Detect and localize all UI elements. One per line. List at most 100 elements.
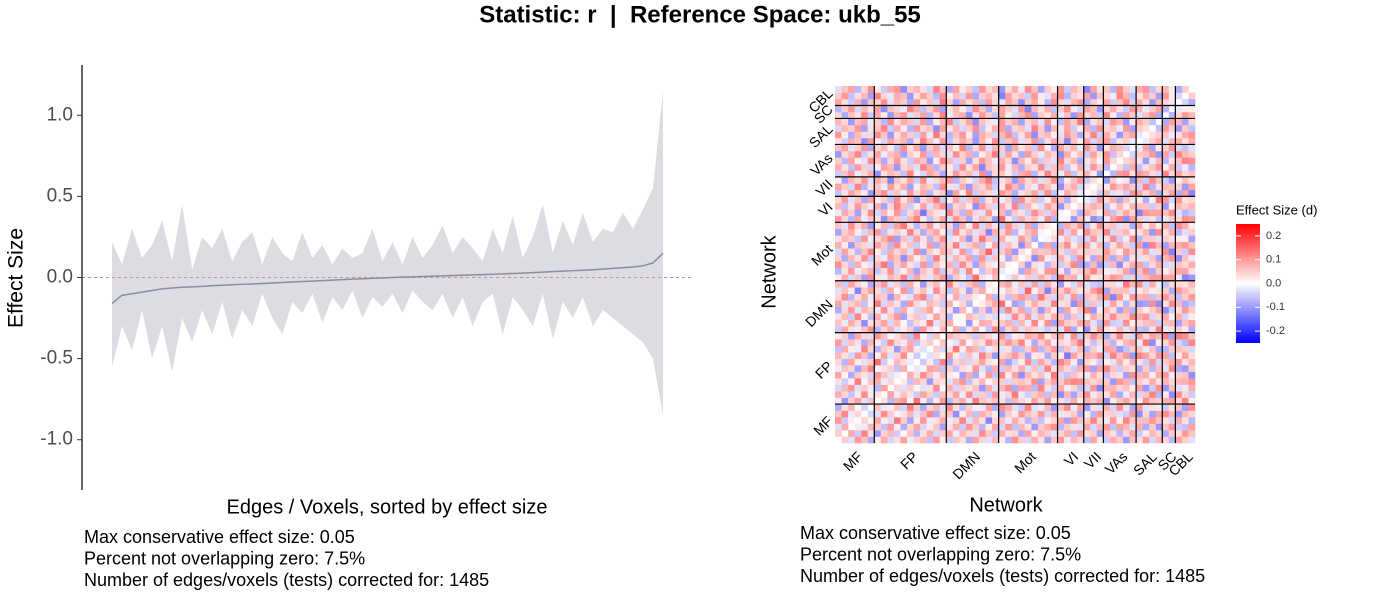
heatmap-cell	[946, 202, 954, 210]
heatmap-cell	[1031, 280, 1039, 288]
heatmap-cell	[913, 397, 921, 405]
heatmap-cell	[848, 274, 855, 282]
heatmap-cell	[952, 371, 960, 379]
heatmap-cell	[1103, 202, 1111, 210]
heatmap-cell	[1064, 137, 1071, 145]
heatmap-cell	[965, 267, 973, 275]
heatmap-cell	[1096, 410, 1104, 418]
heatmap-cell	[1031, 300, 1039, 307]
heatmap-cell	[1129, 189, 1137, 197]
heatmap-cell	[992, 378, 999, 385]
heatmap-cell	[965, 222, 973, 230]
heatmap-cell	[1005, 423, 1013, 431]
heatmap-cell	[835, 326, 842, 333]
heatmap-cell	[1070, 391, 1078, 398]
heatmap-cell	[965, 150, 973, 158]
heatmap-cell	[1162, 293, 1170, 301]
heatmap-cell	[1031, 105, 1039, 113]
heatmap-cell	[920, 254, 927, 262]
heatmap-cell	[861, 241, 869, 249]
heatmap-cell	[985, 430, 993, 437]
heatmap-cell	[1142, 196, 1150, 204]
heatmap-cell	[854, 228, 862, 236]
heatmap-cell	[1011, 423, 1019, 431]
heatmap-cell	[1175, 241, 1183, 249]
heatmap-cell	[1123, 352, 1130, 359]
heatmap-cell	[920, 137, 927, 145]
heatmap-cell	[926, 92, 934, 100]
heatmap-cell	[841, 293, 849, 301]
heatmap-cell	[1129, 332, 1137, 340]
heatmap-cell	[1051, 430, 1058, 437]
heatmap-cell	[1018, 209, 1026, 217]
heatmap-cell	[1077, 365, 1085, 372]
heatmap-cell	[1005, 170, 1013, 178]
heatmap-cell	[992, 326, 999, 333]
heatmap-cell	[1149, 287, 1157, 295]
heatmap-cell	[1077, 235, 1085, 243]
heatmap-cell	[1024, 222, 1032, 230]
heatmap-cell	[913, 371, 921, 379]
heatmap-cell	[874, 131, 882, 139]
heatmap-cell	[1155, 92, 1163, 100]
heatmap-cell	[1188, 131, 1196, 139]
heatmap-cell	[933, 176, 941, 184]
heatmap-cell	[1005, 358, 1013, 366]
heatmap-cell	[985, 436, 993, 444]
heatmap-cell	[861, 98, 869, 106]
heatmap-cell	[985, 86, 993, 93]
heatmap-cell	[867, 397, 875, 405]
heatmap-cell	[920, 306, 927, 314]
heatmap-cell	[972, 215, 980, 223]
heatmap-cell	[1162, 267, 1170, 275]
heatmap-cell	[933, 280, 941, 288]
heatmap-cell	[913, 436, 921, 444]
heatmap-cell	[1142, 436, 1150, 444]
heatmap-cell	[887, 176, 895, 184]
heatmap-cell	[1005, 183, 1013, 191]
heatmap-cell	[1136, 92, 1143, 100]
heatmap-cell	[1018, 417, 1026, 424]
heatmap-cell	[992, 222, 999, 230]
heatmap-cell	[835, 98, 842, 106]
heatmap-cell	[880, 118, 888, 126]
heatmap-cell	[952, 436, 960, 444]
heatmap-cell	[861, 189, 869, 197]
heatmap-cell	[1011, 137, 1019, 145]
heatmap-cell	[1155, 254, 1163, 262]
heatmap-cell	[1077, 215, 1085, 223]
heatmap-cell	[985, 241, 993, 249]
heatmap-cell	[900, 384, 908, 392]
heatmap-cell	[952, 137, 960, 145]
heatmap-cell	[893, 339, 901, 346]
heatmap-cell	[900, 222, 908, 230]
heatmap-cell	[1136, 196, 1143, 204]
heatmap-cell	[952, 313, 960, 320]
heatmap-cell	[835, 378, 842, 385]
heatmap-cell	[887, 235, 895, 243]
heatmap-cell	[900, 209, 908, 217]
heatmap-cell	[965, 404, 973, 411]
heatmap-cell	[1142, 150, 1150, 158]
heatmap-cell	[1188, 124, 1196, 132]
heatmap-cell	[1142, 280, 1150, 288]
heatmap-cell	[1155, 410, 1163, 418]
heatmap-cell	[1142, 241, 1150, 249]
heatmap-cell	[1136, 124, 1143, 132]
heatmap-cell	[861, 352, 869, 359]
heatmap-cell	[952, 163, 960, 171]
heatmap-cell	[841, 274, 849, 282]
heatmap-cell	[985, 137, 993, 145]
heatmap-cell	[992, 339, 999, 346]
heatmap-cell	[835, 228, 842, 236]
heatmap-cell	[1051, 131, 1058, 139]
heatmap-cell	[1057, 137, 1065, 145]
heatmap-cell	[1142, 202, 1150, 210]
heatmap-cell	[1018, 222, 1026, 230]
heatmap-cell	[900, 306, 908, 314]
heatmap-cell	[1096, 209, 1104, 217]
heatmap-cell	[1077, 137, 1085, 145]
heatmap-cell	[965, 92, 973, 100]
heatmap-cell	[1037, 163, 1045, 171]
heatmap-cell	[920, 111, 927, 119]
